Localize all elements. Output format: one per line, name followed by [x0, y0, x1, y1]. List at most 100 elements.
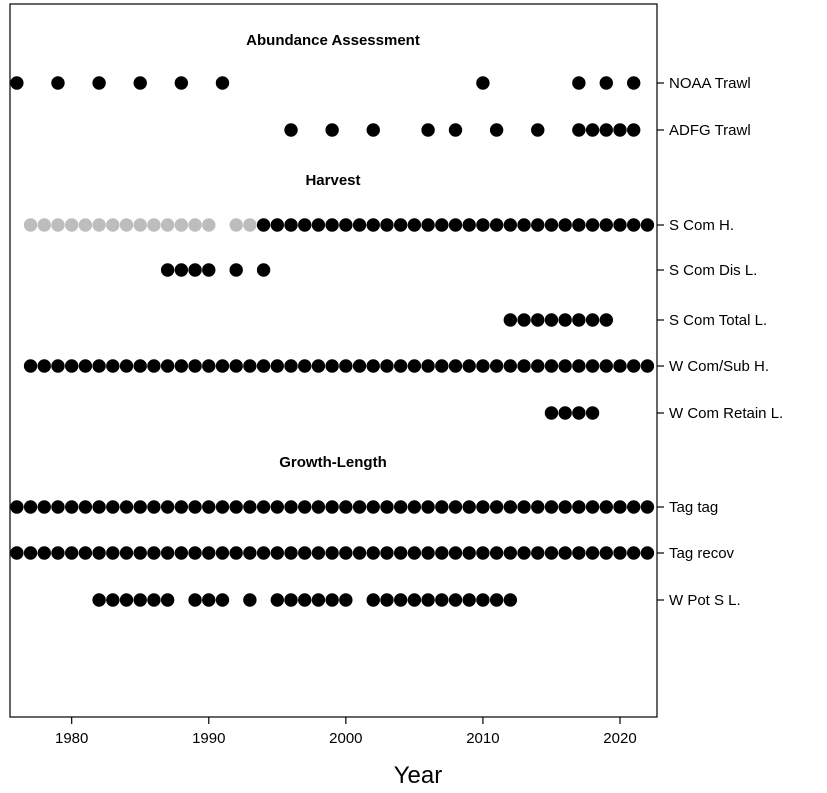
point	[270, 218, 284, 232]
point	[435, 218, 449, 232]
point	[503, 546, 518, 560]
point	[10, 76, 24, 90]
point	[393, 593, 408, 607]
point	[380, 593, 394, 607]
point	[188, 546, 202, 560]
point	[284, 546, 298, 560]
point	[174, 76, 189, 90]
point	[531, 359, 545, 373]
point	[64, 359, 79, 373]
point	[599, 359, 613, 373]
point	[284, 359, 298, 373]
point	[256, 218, 271, 232]
point-alt	[78, 218, 93, 232]
point	[119, 500, 134, 514]
point	[544, 500, 559, 514]
point	[147, 359, 161, 373]
point	[503, 593, 518, 607]
row-label-adfg-trawl: ADFG Trawl	[669, 122, 751, 139]
point	[448, 593, 463, 607]
point	[572, 546, 586, 560]
point	[393, 218, 408, 232]
point	[51, 546, 65, 560]
point	[325, 123, 339, 137]
point	[243, 546, 257, 560]
point-alt	[174, 218, 189, 232]
point	[174, 359, 189, 373]
point	[435, 359, 449, 373]
point	[407, 500, 422, 514]
point	[311, 359, 326, 373]
point	[147, 500, 161, 514]
point	[489, 359, 504, 373]
point	[640, 546, 655, 560]
point	[243, 359, 257, 373]
point	[572, 218, 586, 232]
point	[462, 359, 476, 373]
row-label-w-pot-s-l: W Pot S L.	[669, 592, 741, 609]
point	[613, 123, 627, 137]
row-label-w-com-retain-l: W Com Retain L.	[669, 405, 783, 422]
point	[325, 359, 339, 373]
point	[544, 313, 559, 327]
point	[298, 359, 312, 373]
point	[626, 123, 641, 137]
point	[229, 359, 243, 373]
point	[325, 500, 339, 514]
section-titles: Abundance Assessment Harvest Growth-Length	[246, 32, 420, 471]
point-alt	[147, 218, 161, 232]
point-alt	[37, 218, 51, 232]
point-alt	[243, 218, 257, 232]
point	[160, 359, 175, 373]
row-label-s-com-h: S Com H.	[669, 217, 734, 234]
point	[270, 593, 284, 607]
point	[133, 546, 147, 560]
point	[92, 359, 106, 373]
point	[489, 500, 504, 514]
row-label-noaa-trawl: NOAA Trawl	[669, 75, 751, 92]
point	[339, 218, 353, 232]
point	[298, 593, 312, 607]
point	[640, 218, 655, 232]
row-label-tag-tag: Tag tag	[669, 499, 718, 516]
point	[544, 218, 559, 232]
point	[106, 546, 120, 560]
x-axis-title: Year	[394, 762, 443, 789]
point	[531, 546, 545, 560]
point	[78, 359, 93, 373]
section-title-harvest: Harvest	[305, 172, 360, 189]
point	[599, 313, 613, 327]
point	[270, 359, 284, 373]
point	[599, 500, 613, 514]
point	[531, 500, 545, 514]
point	[215, 500, 230, 514]
point	[435, 593, 449, 607]
point	[462, 546, 476, 560]
point	[421, 546, 435, 560]
point	[202, 359, 216, 373]
point	[174, 263, 189, 277]
x-axis: 1980 1990 2000 2010 2020	[55, 717, 637, 747]
point	[380, 546, 394, 560]
point	[613, 218, 627, 232]
y-axis-right: NOAA Trawl ADFG Trawl S Com H. S Com Dis L.…	[657, 75, 783, 609]
point	[92, 500, 106, 514]
point	[585, 313, 600, 327]
point	[380, 359, 394, 373]
point	[160, 500, 175, 514]
point-alt	[23, 218, 38, 232]
point	[339, 359, 353, 373]
point	[407, 218, 422, 232]
point	[311, 218, 326, 232]
series-tag-tag	[10, 500, 655, 514]
point	[215, 76, 230, 90]
point	[489, 593, 504, 607]
point	[503, 359, 518, 373]
point	[339, 500, 353, 514]
point	[503, 218, 518, 232]
point	[160, 593, 175, 607]
point-alt	[106, 218, 120, 232]
point	[256, 546, 271, 560]
point	[476, 218, 490, 232]
point	[256, 263, 271, 277]
